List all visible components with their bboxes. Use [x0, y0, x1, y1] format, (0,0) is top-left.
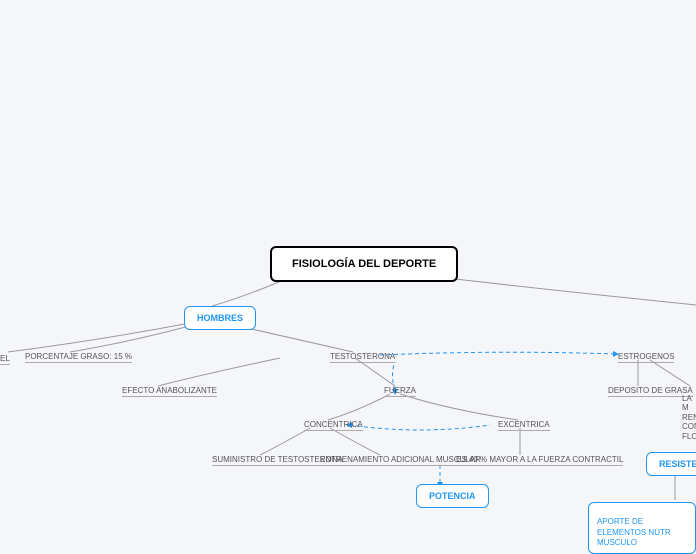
fuerza-node: FUERZA	[384, 386, 416, 397]
potencia-label: POTENCIA	[429, 491, 476, 501]
porcentaje-node: PORCENTAJE GRASO: 15 %	[25, 352, 132, 363]
efecto-anab-node: EFECTO ANABOLIZANTE	[122, 386, 217, 397]
testosterona-node: TESTOSTERONA	[330, 352, 395, 363]
resistencia-node[interactable]: RESISTENC	[646, 452, 696, 476]
concentrica-node: CONCENTRICA	[304, 420, 363, 431]
aporte-node: APORTE DE ELEMENTOS NUTR MUSCULO	[588, 502, 696, 554]
es40-node: ES 40 % MAYOR A LA FUERZA CONTRACTIL	[456, 455, 623, 466]
hombres-node[interactable]: HOMBRES	[184, 306, 256, 330]
deposito-grasa-node: DEPOSITO DE GRASA	[608, 386, 693, 397]
resistencia-label: RESISTENC	[659, 459, 696, 469]
el-node: EL	[0, 354, 10, 365]
hombres-label: HOMBRES	[197, 313, 243, 323]
potencia-node[interactable]: POTENCIA	[416, 484, 489, 508]
estrogenos-node: ESTROGENOS	[618, 352, 674, 363]
root-node[interactable]: FISIOLOGÍA DEL DEPORTE	[270, 246, 458, 282]
root-label: FISIOLOGÍA DEL DEPORTE	[292, 258, 436, 270]
excentrica-node: EXCENTRICA	[498, 420, 550, 431]
lam-node: LA M REN CON FLO	[682, 384, 696, 442]
